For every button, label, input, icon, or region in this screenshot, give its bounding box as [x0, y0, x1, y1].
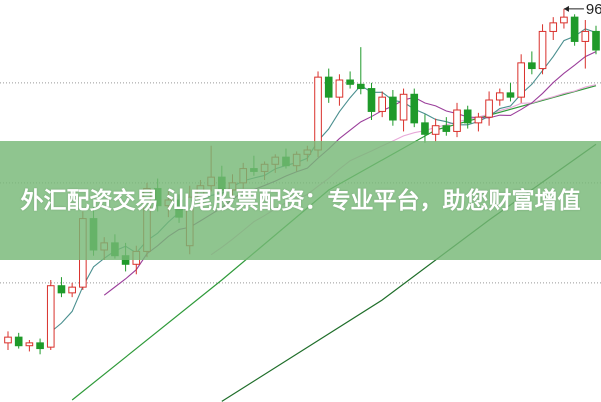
candle-body [592, 30, 600, 51]
overlay-banner: 外汇配资交易 汕尾股票配资：专业平台，助您财富增值 [0, 141, 601, 260]
candle-body [453, 109, 461, 132]
candle-body [506, 92, 515, 98]
candle-body [474, 116, 483, 124]
candle-body [378, 96, 386, 112]
candle-body [399, 93, 408, 121]
candle-body [367, 88, 376, 112]
candle-body [335, 79, 344, 98]
candle-body [68, 286, 76, 294]
candle-body [581, 30, 590, 42]
candle-body [442, 125, 451, 132]
candle-body [538, 30, 547, 70]
candle-body [528, 62, 536, 70]
candle-body [46, 285, 55, 348]
candle-body [495, 92, 504, 101]
candle-body [57, 285, 66, 294]
candle-body [324, 76, 333, 98]
candle-body [25, 342, 34, 347]
candle-body [485, 99, 493, 118]
max-price-label: 96,18 [586, 1, 601, 18]
candle-body [356, 83, 365, 90]
candle-body [517, 62, 525, 98]
candle-body [36, 342, 44, 350]
candle-body [14, 336, 23, 347]
candle-body [560, 16, 568, 24]
banner-text: 外汇配资交易 汕尾股票配资：专业平台，助您财富增值 [20, 187, 581, 214]
candle-body [410, 93, 419, 124]
candle-body [314, 76, 322, 151]
candle-body [463, 109, 472, 124]
candle-body [570, 16, 579, 42]
candle-body [421, 122, 429, 135]
candle-body [389, 96, 397, 121]
annotation-arrow-head [563, 5, 569, 12]
candle-body [431, 125, 440, 135]
candle-body [4, 336, 12, 344]
candle-body [549, 22, 558, 32]
candle-body [346, 79, 354, 85]
